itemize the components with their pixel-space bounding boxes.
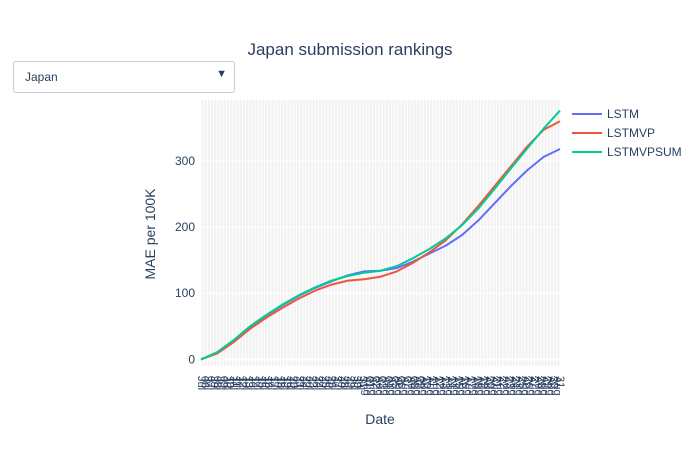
y-axis-title: MAE per 100K <box>142 188 158 280</box>
x-tick-label: 31 <box>554 376 566 388</box>
y-axis-ticks: 0 100 200 300 <box>175 154 195 367</box>
x-axis-ticks: Jul06Jul07Jul08Jul09Jul10Jul11Jul12Jul13… <box>195 376 566 396</box>
y-tick-label: 300 <box>175 154 195 168</box>
legend: LSTM LSTMVP LSTMVPSUM <box>572 107 682 159</box>
y-tick-label: 100 <box>175 286 195 300</box>
legend-label: LSTMVP <box>607 126 655 140</box>
y-tick-label: 200 <box>175 220 195 234</box>
legend-label: LSTMVPSUM <box>607 145 682 159</box>
x-axis-title: Date <box>365 411 395 427</box>
y-tick-label: 0 <box>188 352 195 366</box>
legend-label: LSTM <box>607 107 639 121</box>
